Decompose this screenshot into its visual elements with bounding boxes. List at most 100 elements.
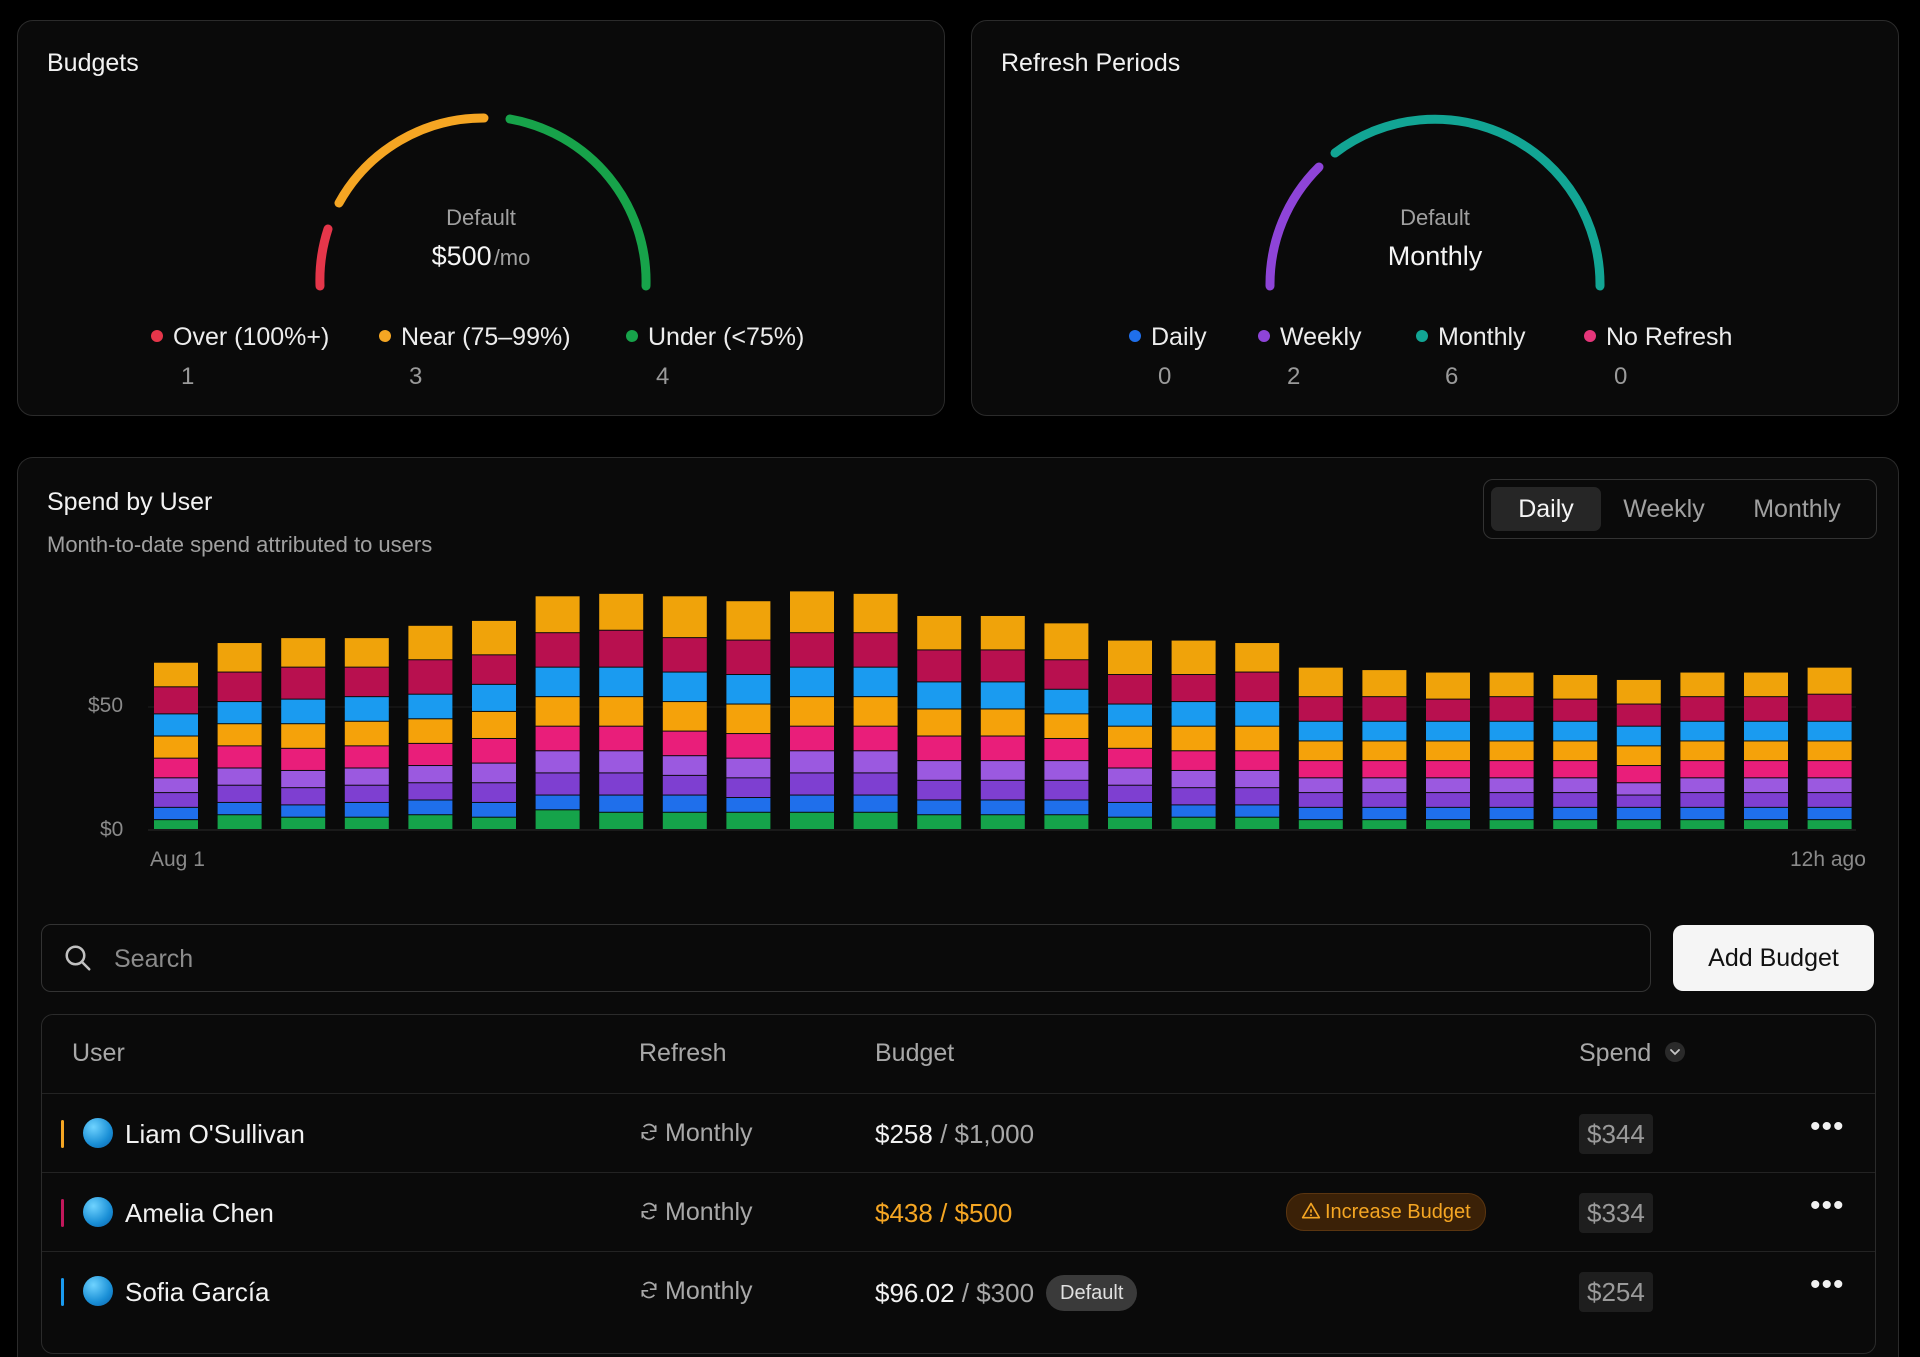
- legend-under-count: 4: [656, 363, 670, 390]
- gauge-under-segment: [505, 114, 651, 291]
- legend-daily-dot: [1129, 330, 1141, 343]
- legend-over-label: Over (100%+): [173, 323, 330, 351]
- legend-under: Under (<75%): [626, 323, 804, 352]
- budget-limit: $500: [954, 1198, 1013, 1228]
- refresh-periods-card: Refresh Periods Default Monthly Daily 0 …: [971, 20, 1899, 416]
- refresh-cell: Monthly: [639, 1277, 753, 1306]
- refresh-value: Monthly: [665, 1277, 753, 1305]
- refresh-cell: Monthly: [639, 1198, 753, 1227]
- legend-no-refresh-dot: [1584, 330, 1596, 343]
- spend-value: $334: [1579, 1193, 1653, 1233]
- legend-no-refresh: No Refresh: [1584, 323, 1732, 352]
- table-row[interactable]: Sofia García Monthly $96.02 / $300 Defaul…: [42, 1251, 1875, 1331]
- user-name: Amelia Chen: [125, 1198, 274, 1228]
- budget-cell: $438 / $500: [875, 1198, 1012, 1229]
- user-name: Sofia García: [125, 1277, 270, 1307]
- table-row[interactable]: Liam O'Sullivan Monthly $258 / $1,000 $3…: [42, 1093, 1875, 1173]
- budget-limit: $300: [976, 1277, 1035, 1308]
- sort-chevron-icon[interactable]: [1664, 1041, 1686, 1063]
- budget-spent: $96.02: [875, 1277, 955, 1308]
- search-input[interactable]: [112, 925, 1636, 993]
- search-box: [41, 924, 1651, 993]
- refresh-center-label: Default: [1400, 205, 1470, 230]
- add-budget-button[interactable]: Add Budget: [1673, 925, 1874, 991]
- legend-under-label: Under (<75%): [648, 323, 805, 351]
- period-monthly-tab[interactable]: Monthly: [1753, 495, 1841, 523]
- legend-monthly-count: 6: [1445, 363, 1459, 390]
- more-options-icon[interactable]: •••: [1810, 1189, 1845, 1222]
- budgets-gauge: [315, 113, 651, 291]
- header-refresh: Refresh: [639, 1039, 727, 1067]
- budget-cell: $258 / $1,000: [875, 1119, 1034, 1150]
- legend-over: Over (100%+): [151, 323, 329, 352]
- header-spend-label: Spend: [1579, 1039, 1652, 1067]
- legend-under-dot: [626, 330, 638, 343]
- budget-separator: /: [932, 1119, 955, 1149]
- legend-no-refresh-count: 0: [1614, 363, 1628, 390]
- gauge-over-segment: [315, 224, 333, 291]
- row-color-bar: [61, 1278, 64, 1306]
- refresh-value: Monthly: [665, 1119, 753, 1147]
- budgets-default-amount: $500: [431, 241, 492, 271]
- period-daily-tab[interactable]: Daily: [1491, 487, 1601, 531]
- budgets-center-value: $500/mo: [331, 241, 631, 272]
- refresh-icon: [641, 1282, 657, 1299]
- legend-weekly-dot: [1258, 330, 1270, 343]
- y-tick-0: $0: [100, 818, 124, 841]
- gauge-weekly-segment: [1265, 162, 1324, 291]
- legend-near-label: Near (75–99%): [401, 323, 571, 351]
- spend-value: $344: [1579, 1114, 1653, 1154]
- refresh-center-value: Monthly: [1387, 241, 1483, 271]
- row-color-bar: [61, 1199, 64, 1227]
- increase-budget-label: Increase Budget: [1325, 1201, 1471, 1223]
- refresh-icon: [641, 1203, 657, 1220]
- period-weekly-tab[interactable]: Weekly: [1623, 495, 1705, 523]
- gauge-monthly-segment: [1330, 114, 1605, 291]
- refresh-cell: Monthly: [639, 1119, 753, 1148]
- budget-limit: $1,000: [954, 1119, 1035, 1149]
- legend-daily-label: Daily: [1151, 323, 1207, 351]
- avatar: [83, 1276, 113, 1306]
- legend-weekly: Weekly: [1258, 323, 1362, 352]
- budgets-default-unit: /mo: [493, 245, 531, 270]
- refresh-periods-title: Refresh Periods: [1001, 49, 1181, 77]
- budgets-card: Budgets Default $500/mo Over (100%+) 1 N…: [17, 20, 945, 416]
- increase-budget-button[interactable]: Increase Budget: [1286, 1193, 1486, 1231]
- budget-separator: /: [932, 1198, 955, 1228]
- legend-weekly-count: 2: [1287, 363, 1301, 390]
- header-spend[interactable]: Spend: [1579, 1039, 1686, 1068]
- legend-near-dot: [379, 330, 391, 343]
- spend-value: $254: [1579, 1272, 1653, 1312]
- gauge-near-segment: [334, 113, 489, 208]
- search-icon: [65, 945, 91, 971]
- legend-weekly-label: Weekly: [1280, 323, 1362, 351]
- x-start-label: Aug 1: [150, 848, 205, 871]
- spend-subtitle: Month-to-date spend attributed to users: [47, 532, 433, 557]
- table-row[interactable]: Amelia Chen Monthly $438 / $500 Increase…: [42, 1172, 1875, 1252]
- header-budget: Budget: [875, 1039, 955, 1067]
- default-badge: Default: [1046, 1275, 1138, 1311]
- more-options-icon[interactable]: •••: [1810, 1268, 1845, 1301]
- legend-daily: Daily: [1129, 323, 1207, 352]
- legend-monthly-label: Monthly: [1438, 323, 1526, 351]
- budget-spent: $438: [875, 1198, 933, 1228]
- refresh-value: Monthly: [665, 1198, 753, 1226]
- refresh-gauge: [1265, 114, 1605, 291]
- budgets-center-label: Default: [446, 205, 516, 230]
- legend-monthly: Monthly: [1416, 323, 1526, 352]
- legend-no-refresh-label: No Refresh: [1606, 323, 1733, 351]
- header-user: User: [72, 1039, 125, 1067]
- avatar: [83, 1118, 113, 1148]
- legend-near: Near (75–99%): [379, 323, 571, 352]
- budgets-table: User Refresh Budget Spend Liam O'Sulliva…: [41, 1014, 1876, 1354]
- y-tick-50: $50: [88, 694, 124, 717]
- user-name: Liam O'Sullivan: [125, 1119, 305, 1149]
- budget-cell: $96.02 / $300 Default: [875, 1275, 1138, 1313]
- more-options-icon[interactable]: •••: [1810, 1110, 1845, 1143]
- budget-spent: $258: [875, 1119, 933, 1149]
- avatar: [83, 1197, 113, 1227]
- legend-over-count: 1: [181, 363, 195, 390]
- refresh-icon: [641, 1124, 657, 1141]
- warning-icon: [1301, 1202, 1321, 1219]
- x-end-label: 12h ago: [1790, 848, 1866, 871]
